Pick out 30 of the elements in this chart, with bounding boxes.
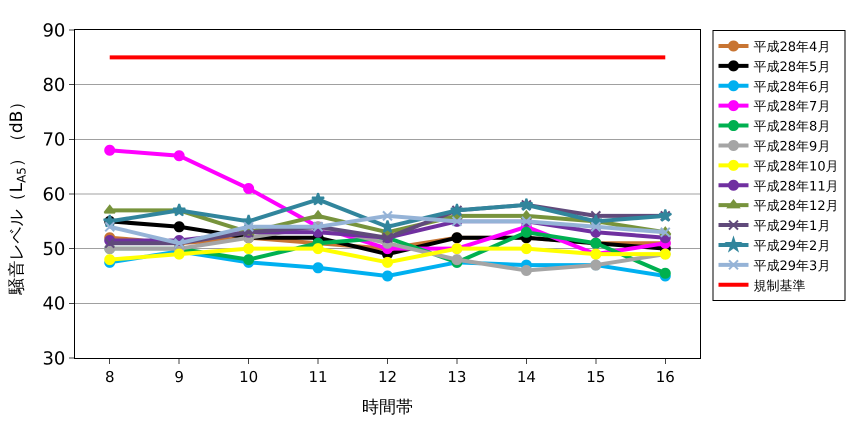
legend-label: 平成29年2月: [754, 239, 830, 254]
legend-label: 平成28年9月: [754, 140, 830, 155]
legend-label: 平成28年12月: [754, 199, 839, 214]
y-tick-label: 90: [42, 20, 66, 42]
y-tick-label: 50: [42, 238, 66, 260]
x-axis-title: 時間帯: [362, 397, 413, 418]
x-tick-label: 15: [586, 368, 606, 386]
x-tick-label: 13: [447, 368, 466, 386]
x-tick-label: 12: [378, 368, 398, 386]
x-tick-label: 8: [104, 368, 114, 386]
legend-label: 平成28年5月: [754, 60, 830, 75]
legend-label: 平成28年6月: [754, 80, 830, 95]
legend-label: 平成28年7月: [754, 100, 830, 115]
legend-label: 平成28年11月: [754, 179, 839, 194]
legend-label: 平成28年10月: [754, 159, 839, 174]
y-tick-label: 40: [42, 294, 66, 315]
legend-label: 平成29年3月: [754, 258, 830, 274]
legend-label: 規制基準: [754, 278, 806, 294]
y-tick-label: 70: [42, 130, 66, 151]
legend-label: 平成28年8月: [754, 120, 830, 135]
x-tick-label: 9: [174, 368, 184, 386]
x-tick-label: 16: [656, 368, 675, 386]
y-tick-label: 60: [42, 184, 66, 206]
legend-label: 平成28年4月: [754, 40, 830, 56]
x-tick-label: 11: [308, 368, 328, 386]
y-tick-label: 80: [42, 74, 66, 96]
y-tick-label: 30: [42, 348, 66, 370]
x-tick-label: 10: [239, 368, 258, 386]
legend-label: 平成29年1月: [754, 219, 830, 234]
x-tick-label: 14: [516, 368, 536, 386]
